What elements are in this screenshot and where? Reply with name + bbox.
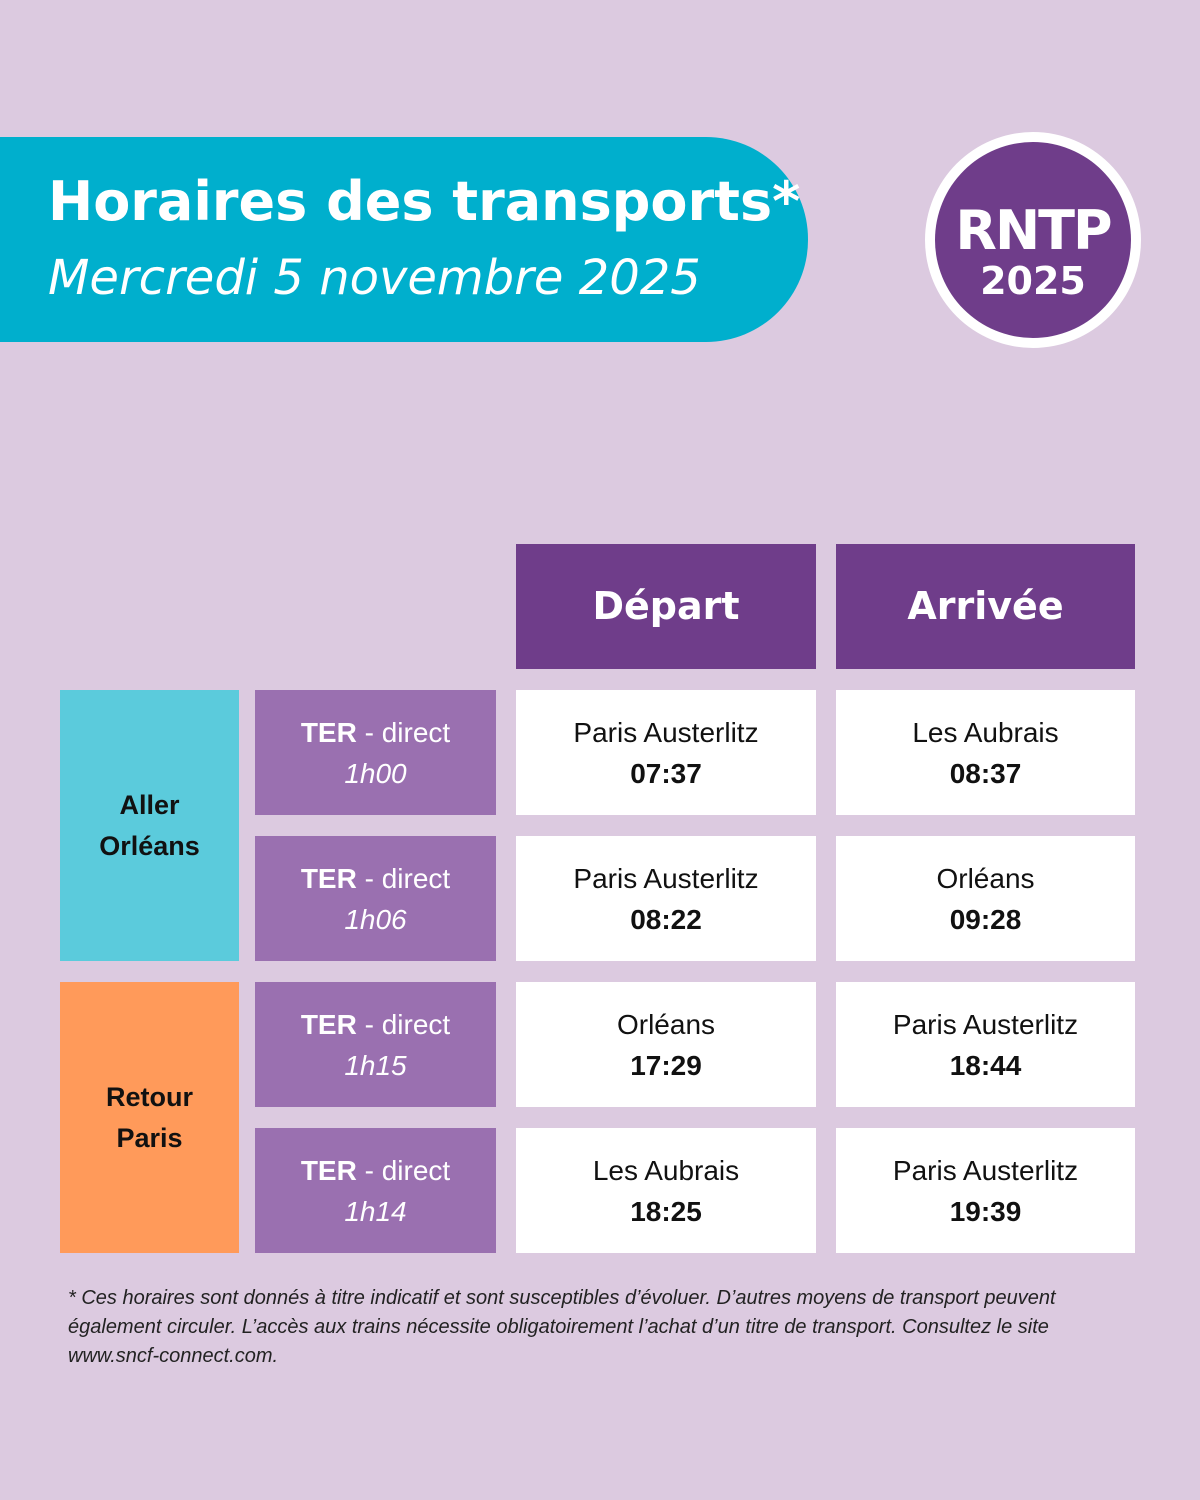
group-label: Aller [119, 789, 180, 820]
departure-station: Orléans [616, 1008, 716, 1040]
departure-station: Les Aubrais [592, 1154, 740, 1186]
arrival-cell: Paris Austerlitz 19:39 [836, 1128, 1135, 1253]
train-mode: - direct [356, 862, 451, 894]
arrival-cell: Paris Austerlitz 18:44 [836, 982, 1135, 1107]
train-type: TER [300, 1008, 357, 1040]
departure-time: 17:29 [630, 1049, 702, 1081]
departure-cell: Paris Austerlitz 07:37 [516, 690, 816, 815]
arrival-time: 08:37 [949, 757, 1022, 789]
train-mode: - direct [356, 1154, 451, 1186]
train-mode: - direct [356, 1008, 451, 1040]
group-label: Retour [106, 1081, 193, 1112]
column-header-arrivee: Arrivée [836, 544, 1135, 669]
train-type: TER [300, 1154, 357, 1186]
logo-text: RNTP [955, 199, 1112, 262]
departure-station: Paris Austerlitz [573, 862, 759, 894]
train-duration: 1h06 [344, 903, 407, 935]
arrival-time: 18:44 [949, 1049, 1022, 1081]
departure-time: 07:37 [630, 757, 702, 789]
train-duration: 1h14 [344, 1195, 407, 1227]
train-duration: 1h00 [344, 757, 407, 789]
train-cell: TER - direct 1h00 [255, 690, 496, 815]
group-retour: Retour Paris [60, 982, 239, 1253]
departure-time: 08:22 [630, 903, 702, 935]
departure-cell: Paris Austerlitz 08:22 [516, 836, 816, 961]
logo-year: 2025 [980, 259, 1086, 303]
rntp-logo: RNTP 2025 [925, 132, 1141, 348]
arrival-station: Orléans [936, 862, 1035, 894]
page-subtitle: Mercredi 5 novembre 2025 [48, 250, 701, 306]
train-cell: TER - direct 1h14 [255, 1128, 496, 1253]
disclaimer-footer: * Ces horaires sont donnés à titre indic… [68, 1287, 1056, 1367]
page-title: Horaires des transports* [48, 170, 801, 233]
group-destination: Orléans [99, 830, 200, 861]
group-destination: Paris [116, 1122, 183, 1153]
departure-cell: Les Aubrais 18:25 [516, 1128, 816, 1253]
arrival-time: 09:28 [949, 903, 1022, 935]
train-cell: TER - direct 1h15 [255, 982, 496, 1107]
train-mode: - direct [356, 716, 451, 748]
arrival-time: 19:39 [949, 1195, 1022, 1227]
departure-station: Paris Austerlitz [573, 716, 759, 748]
departure-time: 18:25 [630, 1195, 702, 1227]
arrival-cell: Orléans 09:28 [836, 836, 1135, 961]
train-type: TER [300, 862, 357, 894]
group-aller: Aller Orléans [60, 690, 239, 961]
train-duration: 1h15 [344, 1049, 407, 1081]
arrival-cell: Les Aubrais 08:37 [836, 690, 1135, 815]
title-banner [0, 137, 808, 342]
arrival-station: Les Aubrais [912, 716, 1059, 748]
arrival-station: Paris Austerlitz [892, 1008, 1079, 1040]
column-header-depart: Départ [516, 544, 816, 669]
train-cell: TER - direct 1h06 [255, 836, 496, 961]
arrival-station: Paris Austerlitz [892, 1154, 1079, 1186]
train-type: TER [300, 716, 357, 748]
departure-cell: Orléans 17:29 [516, 982, 816, 1107]
